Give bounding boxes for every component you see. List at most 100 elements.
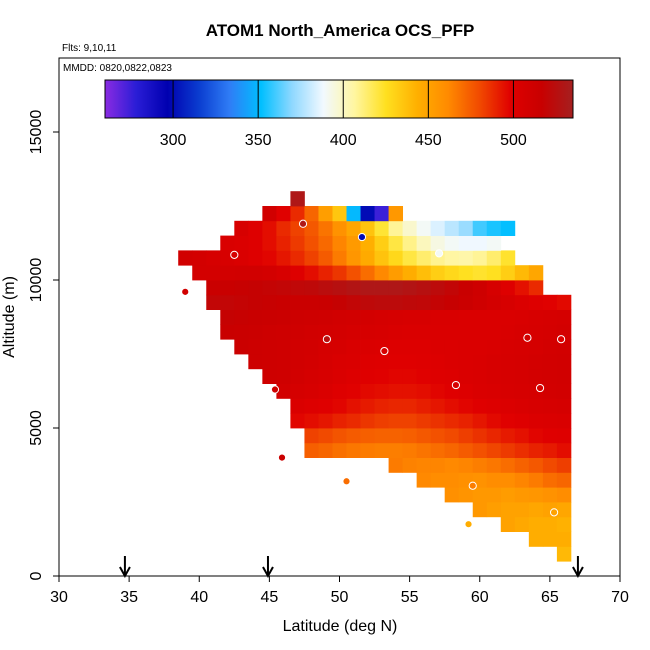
- heatmap-cell: [332, 324, 347, 340]
- sample-point: [434, 249, 444, 258]
- heatmap-cell: [472, 487, 488, 503]
- heatmap-cell: [416, 294, 432, 310]
- heatmap-cell: [374, 309, 389, 325]
- sample-point: [549, 508, 559, 517]
- heatmap-cell: [290, 294, 305, 310]
- latitude-arrows: [119, 556, 584, 579]
- heatmap-cell: [472, 383, 488, 399]
- heatmap-cell: [542, 368, 558, 384]
- heatmap-cell: [514, 442, 530, 458]
- heatmap-cell: [514, 413, 530, 429]
- heatmap-cell: [514, 516, 530, 532]
- heatmap-cell: [402, 383, 418, 399]
- heatmap-cell: [262, 309, 277, 325]
- heatmap-cell: [290, 413, 305, 429]
- heatmap-cell: [514, 487, 530, 503]
- heatmap-cell: [444, 309, 460, 325]
- heatmap-cell: [458, 383, 474, 399]
- x-tick-label: 30: [50, 589, 68, 606]
- heatmap-cell: [486, 383, 502, 399]
- heatmap-cell: [556, 413, 572, 429]
- heatmap-cell: [500, 339, 516, 355]
- heatmap-cell: [556, 502, 572, 518]
- heatmap-cell: [248, 280, 263, 296]
- heatmap-cell: [262, 368, 277, 384]
- heatmap-cell: [458, 354, 474, 370]
- heatmap-cell: [472, 339, 488, 355]
- heatmap-cell: [416, 309, 432, 325]
- heatmap-cell: [388, 383, 404, 399]
- heatmap-cell: [416, 235, 432, 251]
- heatmap-cell: [318, 294, 333, 310]
- heatmap-cell: [416, 354, 432, 370]
- heatmap-cell: [416, 472, 432, 488]
- heatmap-cell: [346, 428, 361, 444]
- heatmap-cell: [402, 368, 418, 384]
- heatmap-cell: [360, 339, 375, 355]
- heatmap-cell: [332, 368, 347, 384]
- heatmap-cell: [220, 294, 235, 310]
- heatmap-cell: [556, 457, 572, 473]
- heatmap-cell: [556, 487, 572, 503]
- heatmap-cell: [416, 220, 432, 236]
- heatmap-cell: [388, 280, 404, 296]
- heatmap-cell: [262, 339, 277, 355]
- heatmap-cell: [276, 354, 291, 370]
- heatmap-cell: [430, 265, 446, 281]
- heatmap-cell: [416, 265, 432, 281]
- x-tick-label: 40: [190, 589, 208, 606]
- sample-point: [523, 333, 532, 342]
- heatmap-cell: [276, 265, 291, 281]
- heatmap-cell: [416, 442, 432, 458]
- sample-point: [230, 250, 239, 259]
- heatmap-cell: [542, 354, 558, 370]
- heatmap-cell: [500, 472, 516, 488]
- heatmap-cell: [346, 368, 361, 384]
- heatmap-cell: [430, 280, 446, 296]
- heatmap-cell: [192, 265, 207, 281]
- x-tick-label: 45: [260, 589, 278, 606]
- heatmap-cell: [402, 220, 418, 236]
- heatmap-cell: [318, 265, 333, 281]
- heatmap-cell: [500, 502, 516, 518]
- heatmap-cell: [276, 206, 291, 222]
- heatmap-cell: [486, 354, 502, 370]
- heatmap-cell: [486, 309, 502, 325]
- heatmap-cell: [290, 265, 305, 281]
- heatmap-cell: [248, 294, 263, 310]
- heatmap-cell: [290, 324, 305, 340]
- heatmap-cell: [528, 294, 544, 310]
- heatmap-cell: [332, 442, 347, 458]
- heatmap-cell: [388, 250, 404, 266]
- heatmap-cell: [304, 265, 319, 281]
- heatmap-cell: [486, 487, 502, 503]
- heatmap-cell: [262, 206, 277, 222]
- heatmap-cell: [346, 398, 361, 414]
- heatmap-cell: [262, 294, 277, 310]
- heatmap-cell: [472, 413, 488, 429]
- heatmap-cell: [500, 428, 516, 444]
- sample-point: [451, 380, 461, 390]
- heatmap-cell: [514, 398, 530, 414]
- heatmap-cell: [500, 354, 516, 370]
- heatmap-cell: [388, 324, 404, 340]
- heatmap-cell: [472, 309, 488, 325]
- heatmap-cell: [416, 398, 432, 414]
- heatmap-cell: [290, 280, 305, 296]
- colorbar-tick-label: 300: [160, 132, 187, 149]
- heatmap-cell: [360, 309, 375, 325]
- heatmap-cell: [388, 309, 404, 325]
- heatmap-cell: [486, 235, 502, 251]
- heatmap-cell: [388, 339, 404, 355]
- heatmap-cell: [388, 457, 404, 473]
- heatmap-cell: [374, 250, 389, 266]
- heatmap-cell: [248, 220, 263, 236]
- heatmap-cell: [500, 309, 516, 325]
- heatmap-cell: [206, 294, 221, 310]
- heatmap-cell: [542, 309, 558, 325]
- heatmap-cell: [402, 324, 418, 340]
- heatmap-cell: [472, 250, 488, 266]
- heatmap-cell: [304, 235, 319, 251]
- heatmap-cell: [542, 516, 558, 532]
- heatmap-cell: [346, 354, 361, 370]
